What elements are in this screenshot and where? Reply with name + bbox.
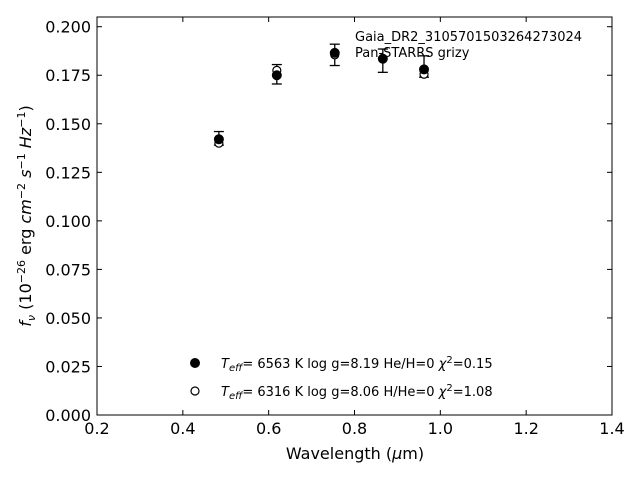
y-tick-label: 0.150	[45, 115, 91, 134]
y-axis-ticks: 0.000 0.025 0.050 0.075 0.100 0.125 0.150 0.175…	[45, 18, 612, 425]
x-tick-label: 0.8	[342, 419, 367, 438]
y-tick-label: 0.100	[45, 212, 91, 231]
model-point-filled	[377, 53, 388, 64]
model-point-filled	[213, 134, 224, 145]
x-tick-label: 1.4	[599, 419, 624, 438]
y-tick-label: 0.200	[45, 18, 91, 37]
y-axis-label: fν (10−26 erg cm−2 s−1 Hz−1)	[15, 105, 38, 326]
x-axis-label: Wavelength (μm)	[286, 444, 424, 463]
y-tick-label: 0.025	[45, 357, 91, 376]
legend-entry-2: Teff= 6316 K log g=8.06 H/He=0 χ2=1.08	[221, 383, 493, 402]
legend: Teff= 6563 K log g=8.19 He/H=0 χ2=0.15 T…	[190, 355, 493, 402]
x-tick-label: 1.0	[428, 419, 453, 438]
legend-entry-1: Teff= 6563 K log g=8.19 He/H=0 χ2=0.15	[221, 355, 493, 374]
x-tick-label: 0.4	[170, 419, 195, 438]
y-tick-label: 0.000	[45, 406, 91, 425]
data-markers	[213, 47, 430, 148]
plot-frame	[96, 16, 613, 416]
legend-marker-filled	[190, 358, 200, 368]
x-tick-label: 0.6	[256, 419, 281, 438]
x-tick-label: 1.2	[513, 419, 538, 438]
x-axis-ticks: 0.2 0.4 0.6 0.8 1.0 1.2 1.4	[84, 17, 625, 438]
x-tick-label: 0.2	[84, 419, 109, 438]
y-tick-label: 0.050	[45, 309, 91, 328]
annotation-photometry: Pan-STARRS grizy	[355, 46, 470, 61]
y-tick-label: 0.125	[45, 163, 91, 182]
model-point-filled	[271, 70, 282, 81]
y-tick-label: 0.175	[45, 66, 91, 85]
y-tick-label: 0.075	[45, 260, 91, 279]
model-point-filled	[329, 47, 340, 58]
annotation-object-id: Gaia_DR2_3105701503264273024	[355, 30, 582, 45]
model-point-filled	[419, 64, 430, 75]
legend-marker-open	[190, 386, 200, 396]
